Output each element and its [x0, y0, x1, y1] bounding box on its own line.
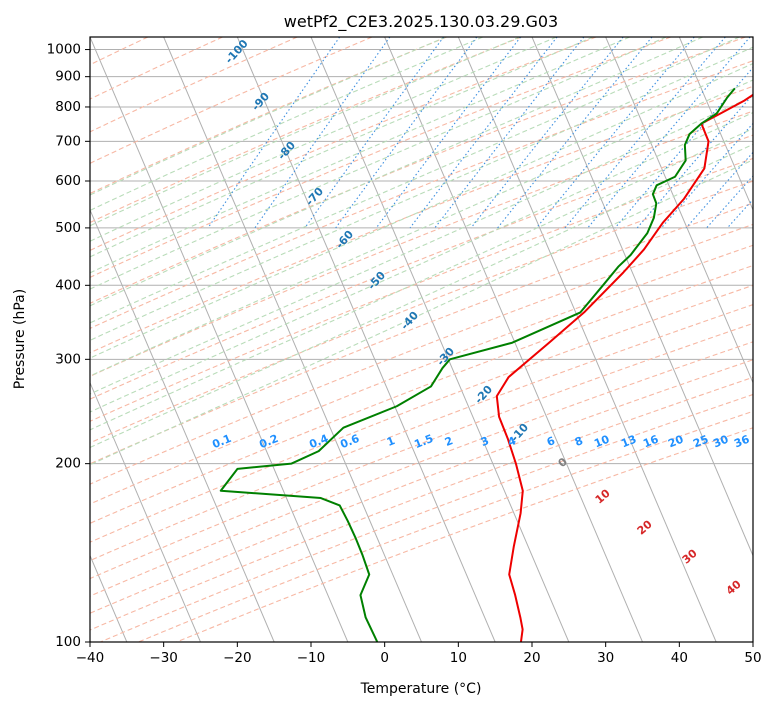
dry-adiabat-line — [90, 264, 753, 524]
dry-adiabat-line — [90, 37, 373, 164]
moist-adiabat-line — [90, 37, 484, 211]
dry-adiabat-line — [90, 180, 753, 444]
dry-adiabat-line — [90, 202, 753, 465]
isotherm-line — [678, 37, 753, 212]
x-tick-label: −40 — [76, 650, 105, 666]
axis-layer: −40 −30 −20 −10 0 10 20 30 40 50 100 200 300 400 500 60… — [47, 42, 762, 666]
mixing-ratio-line — [497, 37, 653, 229]
isotherm-line — [384, 37, 643, 642]
y-tick-label: 800 — [55, 99, 81, 115]
mixing-ratio-label: 2 — [443, 434, 455, 449]
y-tick-label: 500 — [55, 220, 81, 236]
grid-layer — [90, 37, 753, 642]
mixing-ratio-line — [304, 37, 445, 229]
mixing-ratio-label: 20 — [666, 433, 685, 451]
y-tick-label: 600 — [55, 173, 81, 189]
y-tick-label: 1000 — [47, 42, 81, 58]
moist-adiabat-line — [90, 95, 753, 395]
moist-adiabat-line — [90, 112, 753, 413]
isotherm-line — [90, 381, 201, 642]
moist-adiabat-line — [90, 79, 753, 377]
mixing-ratio-line — [335, 37, 478, 229]
dry-adiabat-line — [176, 427, 753, 642]
mixing-ratio-label: 16 — [641, 433, 660, 451]
mixing-ratio-line — [375, 37, 522, 229]
y-tick-label: 100 — [55, 634, 81, 650]
x-tick-label: 40 — [671, 650, 688, 666]
y-tick-label: 200 — [55, 456, 81, 472]
x-tick-label: 20 — [523, 650, 540, 666]
chart-title: wetPf2_C2E3.2025.130.03.29.G03 — [284, 12, 558, 32]
dry-adiabat-line — [90, 85, 753, 354]
dry-adiabat-line — [90, 322, 753, 580]
isotherm-line — [90, 208, 275, 642]
dry-adiabat-line — [90, 110, 753, 377]
dry-adiabat-line — [90, 304, 753, 562]
mixing-ratio-line — [636, 93, 753, 229]
x-tick-label: 30 — [597, 650, 614, 666]
dry-adiabat-line — [90, 37, 447, 195]
mixing-ratio-line — [564, 37, 726, 229]
dry-adiabat-line — [90, 376, 753, 631]
x-tick-label: −20 — [223, 650, 252, 666]
isotherm-line — [236, 37, 496, 642]
isotherm-line — [531, 37, 753, 557]
plot-frame — [89, 36, 754, 643]
mixing-ratio-line — [470, 37, 624, 229]
mixing-ratio-line — [207, 37, 341, 229]
x-tick-label: −10 — [297, 650, 326, 666]
isotherm-line — [457, 37, 717, 642]
temperature-profile-line — [495, 93, 753, 642]
moist-adiabat-line — [90, 37, 447, 196]
isotherm-line — [163, 37, 422, 642]
mixing-ratio-label: 10 — [592, 433, 611, 451]
y-tick-label: 400 — [55, 277, 81, 293]
x-axis-label: Temperature (°C) — [360, 681, 482, 697]
moist-adiabat-line — [90, 159, 753, 466]
moist-adiabat-line — [90, 37, 667, 290]
dry-adiabat-line — [90, 284, 753, 543]
moist-adiabat-line — [90, 37, 520, 227]
moist-adiabat-line — [90, 143, 753, 449]
mixing-ratio-label: 36 — [732, 433, 751, 451]
y-axis-label: Pressure (hPa) — [12, 289, 28, 389]
dry-adiabat-line — [90, 134, 753, 400]
mixing-ratio-line — [254, 37, 391, 229]
y-tick-label: 700 — [55, 133, 81, 149]
dry-adiabat-line — [90, 341, 753, 597]
x-tick-label: 10 — [450, 650, 467, 666]
isotherm-line — [605, 37, 753, 384]
mixing-ratio-label: 3 — [479, 434, 491, 449]
x-tick-label: −30 — [149, 650, 178, 666]
y-tick-label: 900 — [55, 69, 81, 85]
y-tick-label: 300 — [55, 351, 81, 367]
dry-adiabat-line — [90, 359, 753, 614]
mixing-ratio-label: 13 — [619, 433, 638, 451]
mixing-ratio-label: 30 — [711, 433, 730, 451]
dry-adiabat-line — [90, 157, 753, 422]
mixing-ratio-label: 1 — [385, 434, 397, 449]
dry-adiabat-line — [90, 223, 753, 485]
x-tick-label: 50 — [744, 650, 761, 666]
moist-adiabat-line — [90, 37, 557, 242]
x-tick-label: 0 — [380, 650, 389, 666]
mixing-ratio-label: 8 — [573, 434, 585, 449]
dewpoint-profile-line — [219, 87, 736, 642]
mixing-ratio-label: 25 — [691, 433, 710, 451]
data-layer — [219, 87, 753, 642]
moist-adiabat-line — [90, 128, 753, 431]
